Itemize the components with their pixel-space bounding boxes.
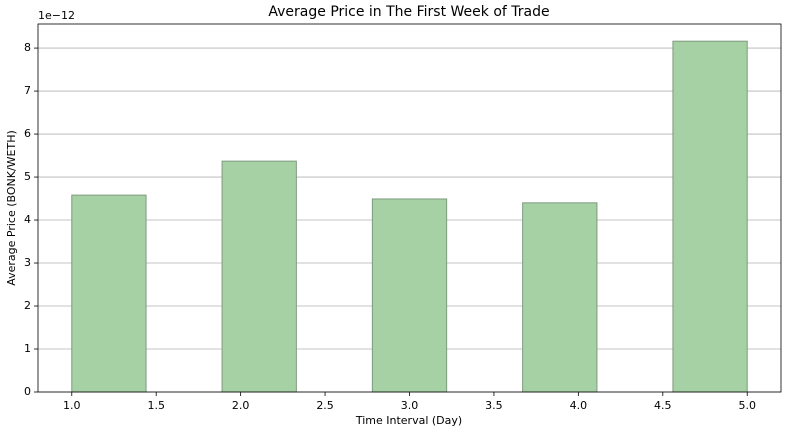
y-tick-label: 3 (24, 256, 31, 269)
axes-frame (37, 23, 782, 393)
x-axis-label: Time Interval (Day) (355, 414, 462, 427)
x-tick-label: 3.0 (401, 399, 419, 412)
x-tick-label: 5.0 (738, 399, 756, 412)
bar (221, 160, 297, 393)
y-axis-label: Average Price (BONK/WETH) (5, 130, 18, 286)
y-tick-label: 2 (24, 299, 31, 312)
y-tick-label: 8 (24, 41, 31, 54)
y-tick-label: 4 (24, 213, 31, 226)
x-tick-label: 1.5 (147, 399, 165, 412)
bar (672, 40, 748, 393)
y-tick-label: 1 (24, 342, 31, 355)
y-tick-label: 6 (24, 127, 31, 140)
x-tick-label: 1.0 (63, 399, 81, 412)
x-tick-label: 4.0 (570, 399, 588, 412)
y-tick-label: 7 (24, 84, 31, 97)
y-offset-text: 1e−12 (38, 9, 75, 22)
plot-area: 0 1 2 3 4 5 6 7 8 1.0 1.5 2.0 2.5 3.0 3.5 4.0 4.5 5.0 (24, 40, 781, 412)
chart-title: Average Price in The First Week of Trade (268, 4, 549, 20)
y-tick-label: 0 (24, 385, 31, 398)
x-tick-label: 2.5 (316, 399, 334, 412)
x-tick-label: 2.0 (232, 399, 250, 412)
y-tick-label: 5 (24, 170, 31, 183)
bar (71, 194, 147, 393)
x-tick-label: 4.5 (654, 399, 672, 412)
x-tick-label: 3.5 (485, 399, 503, 412)
bar (371, 198, 448, 393)
bar (522, 202, 598, 393)
